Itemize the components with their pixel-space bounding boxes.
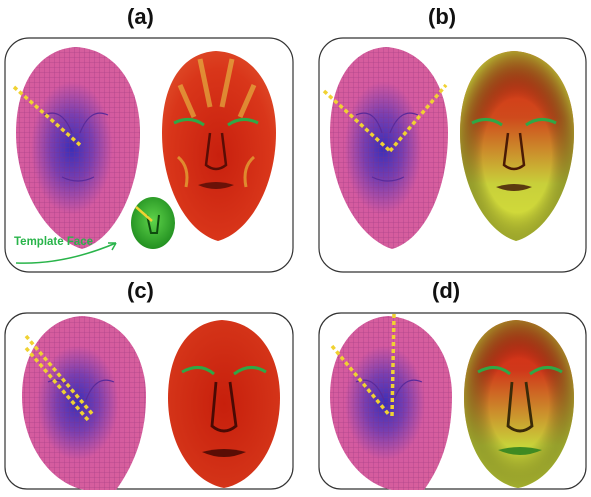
- panel-a: Template Face: [4, 37, 294, 273]
- panel-label-a: (a): [127, 4, 154, 29]
- guide-line-vertical: [390, 313, 396, 417]
- heatmap-face: [168, 320, 280, 488]
- heatmap-face: [162, 51, 276, 241]
- guide-line-lower: [24, 346, 90, 422]
- template-arrow: [15, 242, 117, 264]
- guide-line-diagonal: [330, 344, 392, 418]
- guide-line-left: [322, 89, 392, 153]
- panel-c: [4, 312, 294, 490]
- panel-label-d: (d): [432, 278, 461, 303]
- heatmap-face: [460, 51, 574, 241]
- panel-b: [318, 37, 587, 273]
- template-guide-line: [135, 206, 153, 222]
- guide-line: [12, 85, 82, 147]
- template-face-label: Template Face: [14, 236, 93, 248]
- mesh-face: [22, 316, 146, 490]
- heatmap-face: [464, 320, 574, 488]
- panel-label-b: (b): [428, 4, 457, 29]
- mesh-face: [330, 316, 452, 490]
- template-face: [131, 197, 175, 249]
- mesh-face: [16, 47, 140, 249]
- guide-line-right: [388, 83, 448, 153]
- panel-label-c: (c): [127, 278, 154, 303]
- guide-line-upper: [24, 334, 96, 418]
- panel-d: [318, 312, 587, 490]
